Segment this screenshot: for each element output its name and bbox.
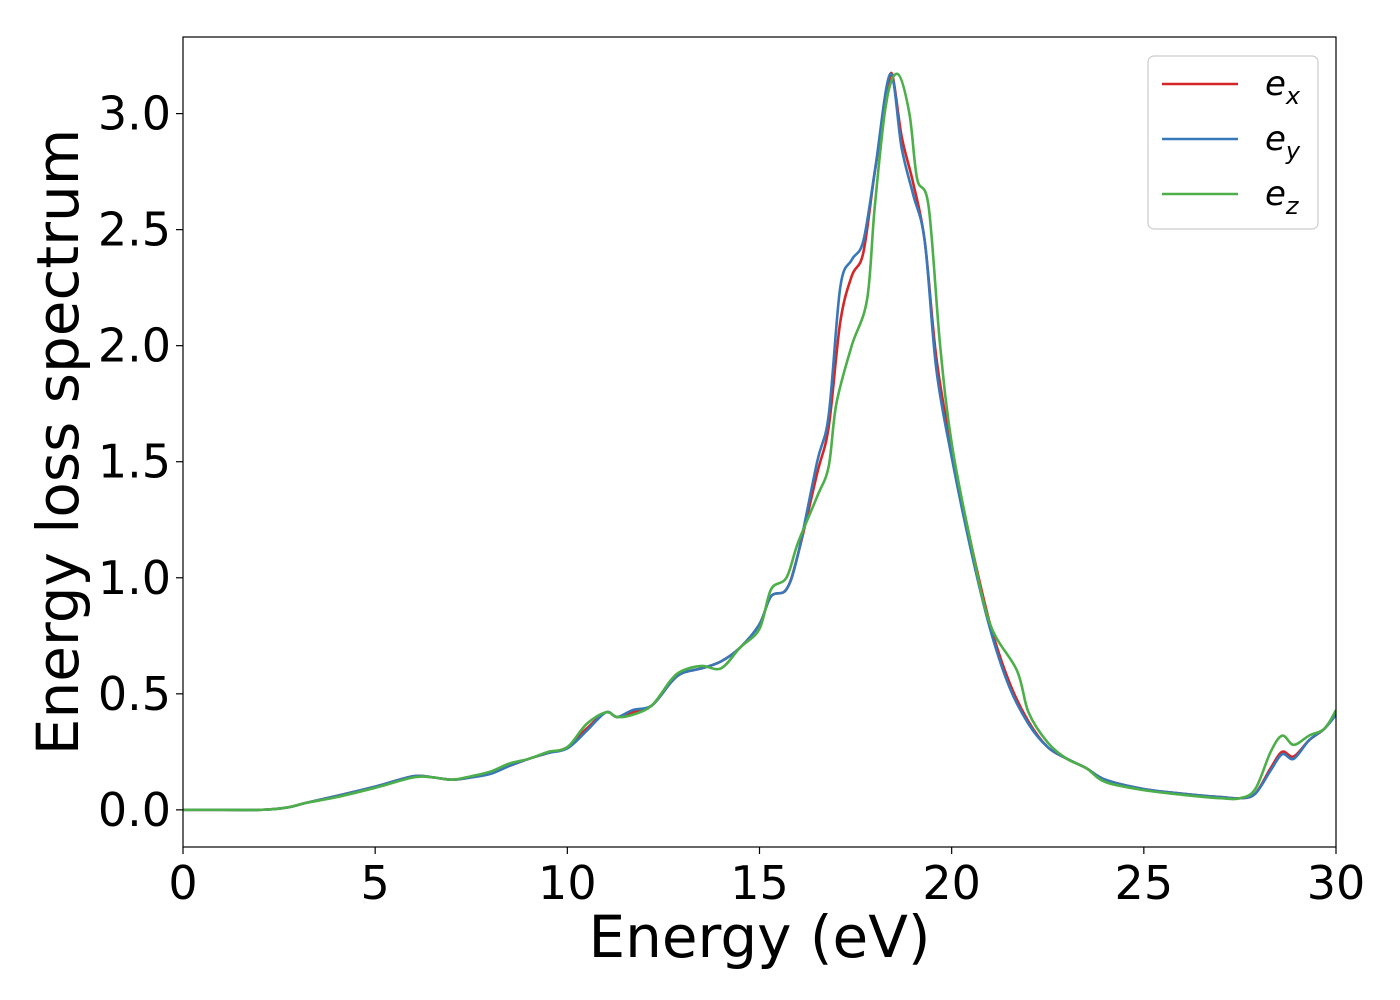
x-axis-label: Energy (eV) (588, 903, 930, 971)
y-tick-label: 1.5 (98, 435, 171, 489)
x-tick-label: 10 (538, 856, 597, 910)
series-line-z (183, 72, 1336, 812)
x-tick-label: 30 (1307, 856, 1366, 910)
legend-entry-z: ez (1265, 174, 1300, 220)
x-tick-label: 15 (730, 856, 789, 910)
y-tick-label: 2.5 (98, 203, 171, 257)
legend: ex ey ez (1147, 55, 1319, 230)
legend-box (1147, 55, 1319, 230)
y-tick-label: 0.5 (98, 667, 171, 721)
y-tick-label: 0.0 (98, 783, 171, 837)
y-tick-label: 3.0 (98, 87, 171, 141)
x-tick-label: 5 (361, 856, 390, 910)
x-axis-ticks: 0 5 10 15 20 25 30 (168, 847, 1365, 910)
y-axis-label: Energy loss spectrum (24, 129, 92, 755)
series-lines (183, 71, 1336, 812)
x-tick-label: 25 (1115, 856, 1174, 910)
legend-entry-x: ex (1265, 64, 1301, 110)
y-tick-label: 1.0 (98, 551, 171, 605)
y-axis-ticks: 0.0 0.5 1.0 1.5 2.0 2.5 3.0 (98, 87, 183, 837)
legend-entry-y: ey (1265, 119, 1301, 165)
series-line-y (183, 72, 1336, 812)
x-tick-label: 0 (168, 856, 197, 910)
y-tick-label: 2.0 (98, 319, 171, 373)
x-tick-label: 20 (922, 856, 981, 910)
